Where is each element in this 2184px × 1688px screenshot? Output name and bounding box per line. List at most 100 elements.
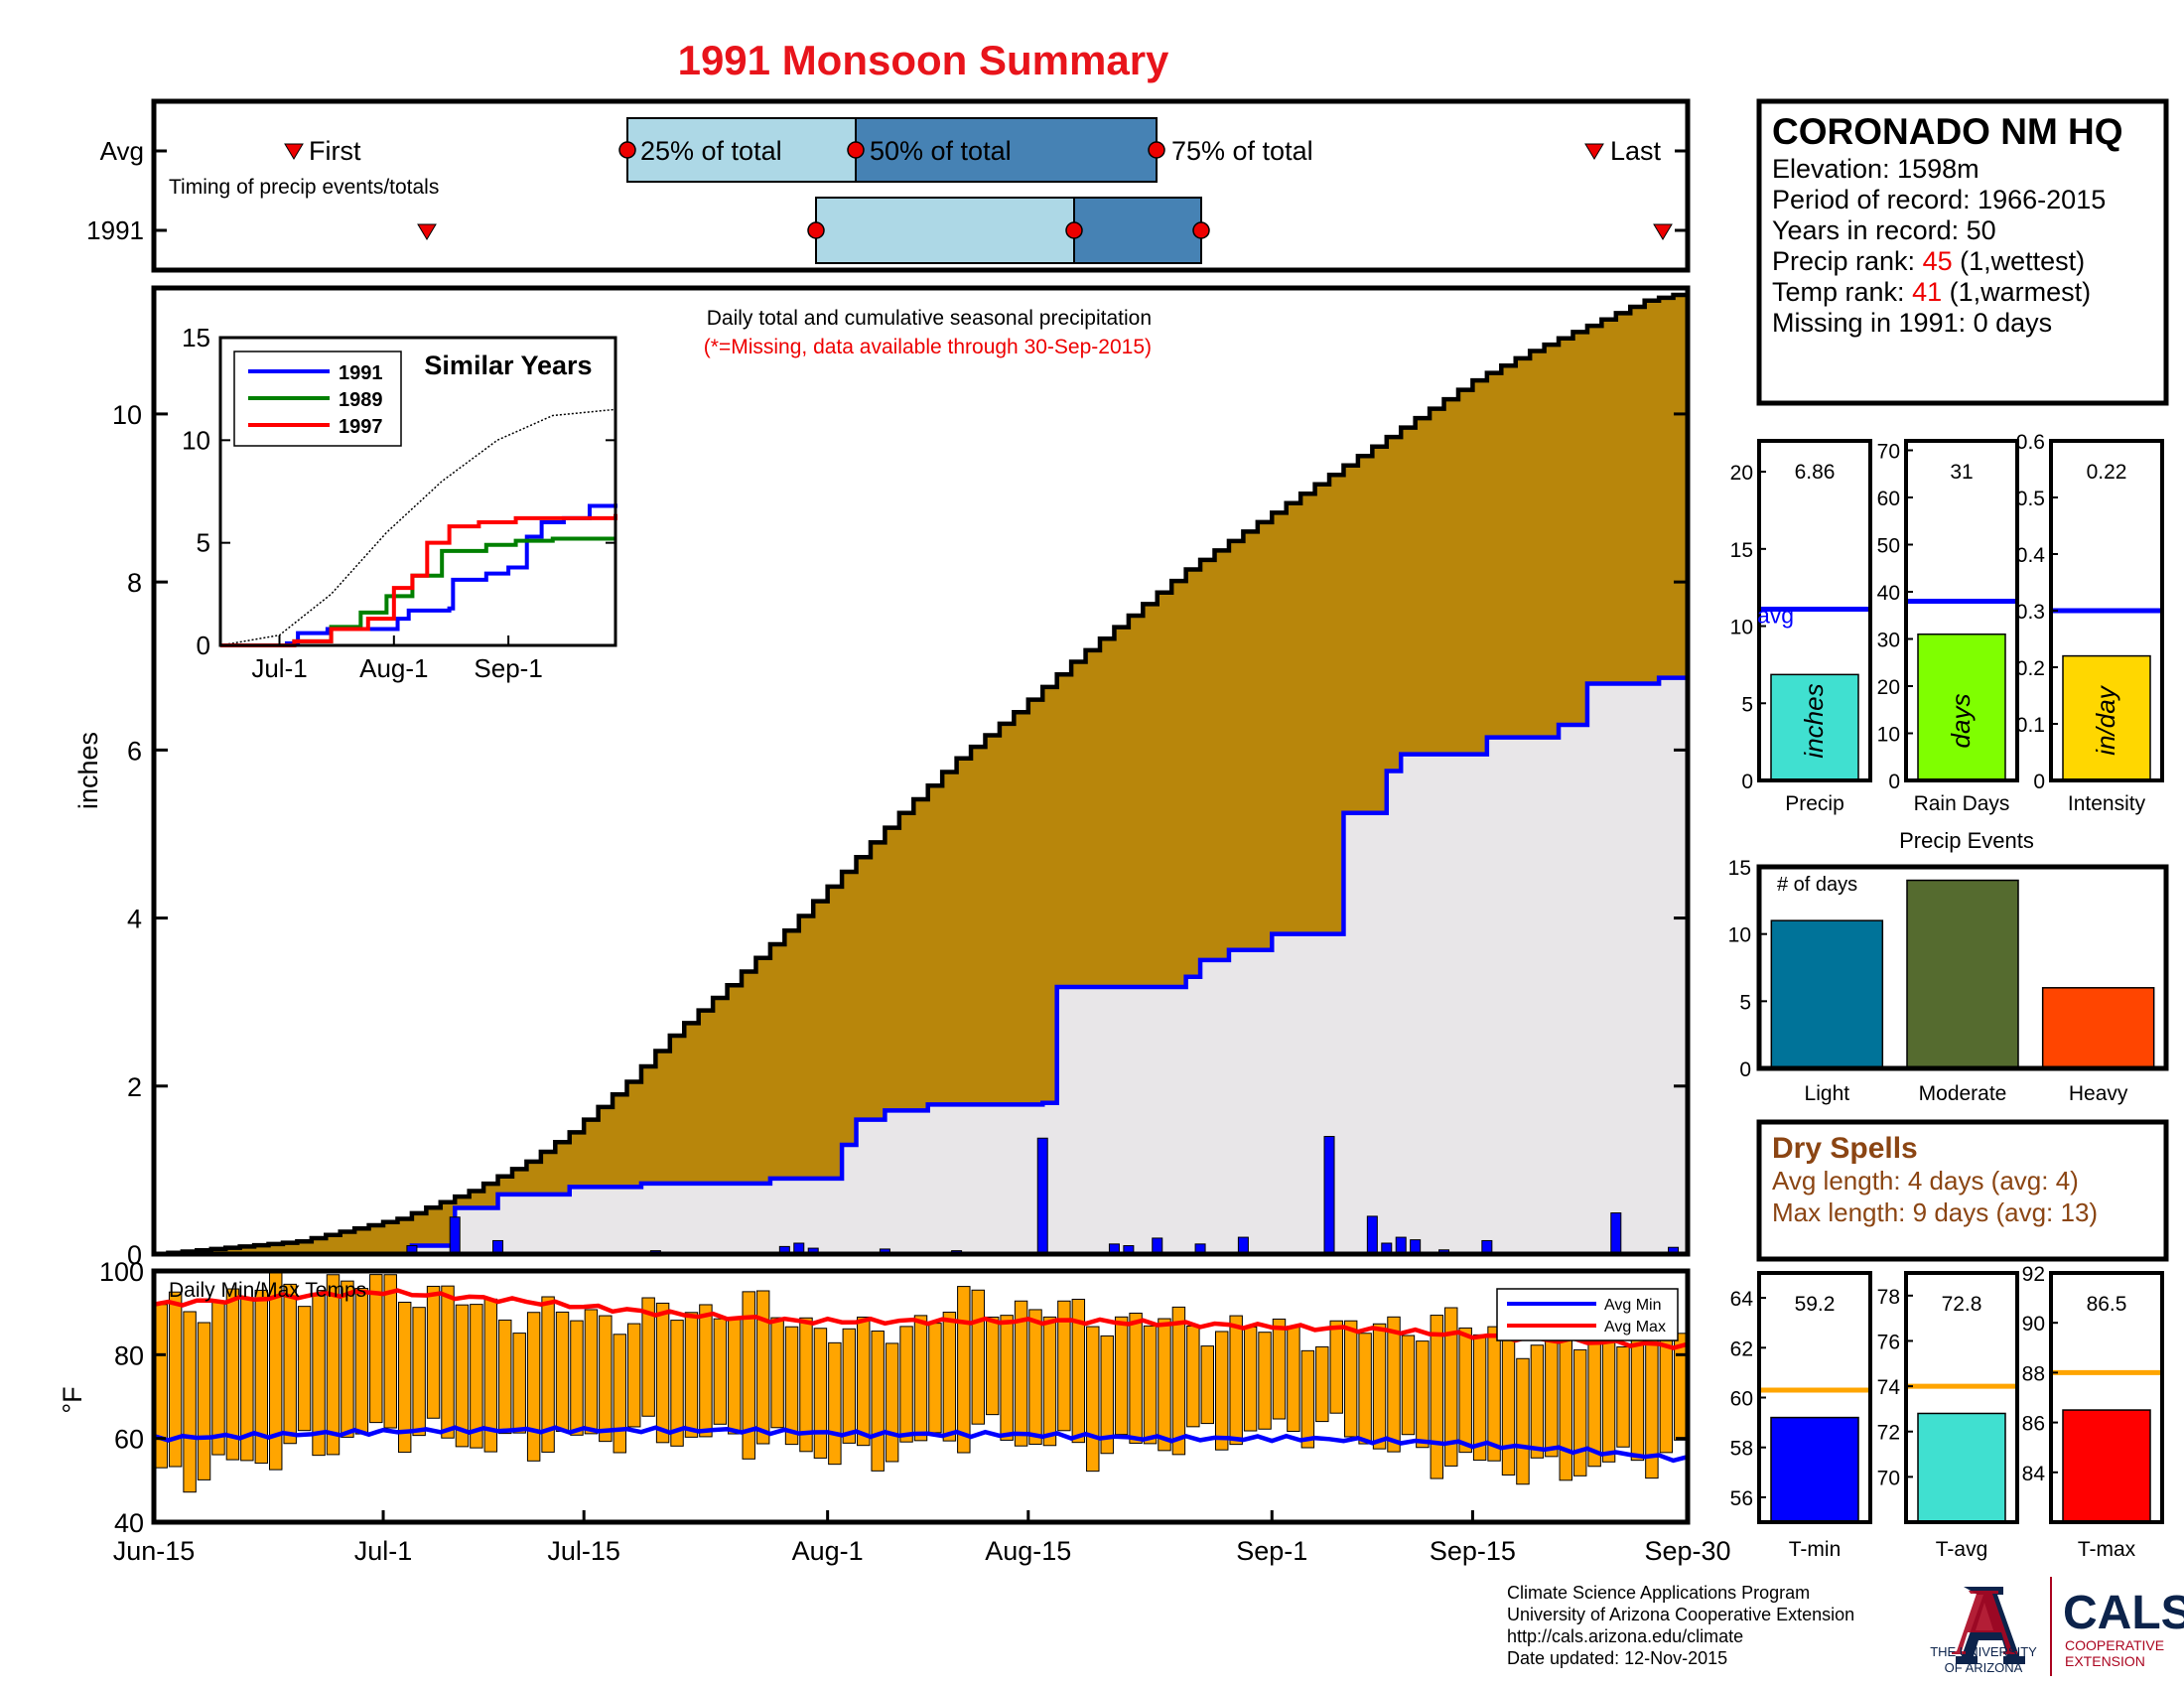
summary-y-tick-label: 78 <box>1877 1286 1900 1309</box>
daily-temp-bar <box>1430 1315 1444 1479</box>
daily-temp-bar <box>1129 1313 1143 1444</box>
events-ylabel: # of days <box>1777 874 1857 896</box>
daily-temp-bar <box>1171 1306 1186 1456</box>
avg-min-line <box>153 1425 1689 1464</box>
year-75-marker <box>1192 221 1210 239</box>
date-x-tick-label: Sep-15 <box>1430 1536 1516 1566</box>
daily-temp-bar <box>784 1326 799 1446</box>
daily-temp-bar <box>728 1318 742 1435</box>
inset-title: Similar Years <box>424 351 592 380</box>
daily-temp-bar <box>354 1288 369 1435</box>
university-of-arizona-logo: THE UNIVERSITY OF ARIZONA <box>1930 1587 2037 1675</box>
summary-y-tick-label: 40 <box>1877 582 1900 605</box>
daily-temp-bar <box>1071 1299 1086 1444</box>
summary-bar <box>1770 673 1859 781</box>
daily-temp-bar <box>397 1301 412 1454</box>
summary-bar <box>1917 633 2006 781</box>
avg-first-marker <box>284 143 304 160</box>
daily-precip-bar <box>1610 1212 1622 1255</box>
daily-precip-bar <box>1395 1236 1407 1255</box>
temp-legend-box <box>1496 1288 1679 1341</box>
summary-y-tick-label: 76 <box>1877 1331 1900 1353</box>
daily-temp-bar <box>168 1291 183 1468</box>
daily-temp-bar <box>1086 1326 1100 1473</box>
timing-caption: Timing of precip events/totals <box>169 176 439 199</box>
station-info-panel: CORONADO NM HQ Elevation: 1598m Period o… <box>1756 98 2169 406</box>
daily-temp-bar <box>899 1326 913 1443</box>
summary-y-tick-label: 62 <box>1730 1337 1753 1360</box>
daily-temp-bar <box>770 1317 784 1429</box>
daily-temp-bar <box>584 1309 599 1435</box>
cals-logo: CALS COOPERATIVE EXTENSION <box>2063 1587 2184 1669</box>
summary-y-tick-label: 92 <box>2022 1263 2045 1286</box>
daily-precip-bar <box>1237 1236 1249 1255</box>
daily-temp-bar <box>1000 1315 1014 1441</box>
daily-temp-bar <box>1616 1345 1630 1448</box>
summary-y-tick-label: 0.3 <box>2016 601 2045 624</box>
daily-temp-bar <box>1258 1332 1272 1430</box>
daily-temp-bar <box>1487 1326 1501 1462</box>
summary-panel-intensity: 0 0.1 0.2 0.3 0.4 0.5 0.6 0.22 in/day Intensity <box>2016 431 2164 815</box>
summary-y-tick-label: 90 <box>2022 1313 2045 1336</box>
events-y-axis: 0 5 10 15 <box>1728 857 1767 1081</box>
date-x-axis: Jun-15 Jul-1 Jul-15 Aug-1 Aug-15 Sep-1 Sep-15 S… <box>113 1510 1731 1566</box>
daily-temp-bar <box>684 1312 699 1438</box>
inset-y-tick-label: 5 <box>197 528 210 558</box>
temp-y-tick-label: 60 <box>114 1425 144 1455</box>
summary-y-tick-label: 0 <box>2033 771 2045 793</box>
daily-temp-bar <box>526 1312 541 1462</box>
daily-temp-bar <box>1358 1333 1372 1445</box>
avg-25-marker <box>618 141 636 159</box>
main-y-tick-label: 4 <box>127 905 142 934</box>
avg-max-line <box>153 1288 1689 1350</box>
main-y-tick-label: 10 <box>112 400 142 430</box>
ua-logo-text-2: OF ARIZONA <box>1945 1660 2023 1675</box>
temp-y-tick-label: 40 <box>114 1508 144 1538</box>
summary-y-tick-label: 58 <box>1730 1438 1753 1461</box>
summary-value: 6.86 <box>1795 461 1836 484</box>
summary-y-tick-label: 10 <box>1877 724 1900 747</box>
temp-frame <box>151 1268 1691 1525</box>
year-25-50-box <box>815 197 1075 264</box>
footer-line-3: http://cals.arizona.edu/climate <box>1507 1626 1743 1646</box>
main-frame <box>151 285 1691 1257</box>
last-label: Last <box>1610 136 1662 166</box>
timing-panel: Avg 1991 25% of total 50% of total 75% o… <box>86 98 1691 273</box>
cals-logo-sub-2: EXTENSION <box>2065 1653 2145 1669</box>
daily-temp-bar <box>971 1289 985 1425</box>
footer-line-2: University of Arizona Cooperative Extens… <box>1507 1605 1854 1624</box>
station-period: Period of record: 1966-2015 <box>1772 185 2106 214</box>
legend-label-1989: 1989 <box>339 389 383 411</box>
daily-temp-bar <box>799 1317 813 1453</box>
daily-temp-bar <box>913 1315 928 1442</box>
summary-y-tick-label: 50 <box>1877 535 1900 558</box>
similar-years-inset: 0 5 10 15 Jul-1 Aug-1 Sep-1 Similar Years 199… <box>182 323 617 683</box>
main-y-tick-label: 8 <box>127 568 142 598</box>
temp-y-label: °F <box>58 1386 87 1413</box>
inset-x-tick-label: Sep-1 <box>474 653 542 683</box>
daily-temp-bar <box>1229 1315 1243 1446</box>
daily-temp-bar <box>1587 1336 1601 1468</box>
missing-note: (*=Missing, data available through 30-Se… <box>704 336 1152 358</box>
daily-temp-bar <box>1200 1345 1215 1425</box>
daily-temp-bar <box>957 1286 971 1454</box>
daily-temp-bar <box>369 1274 383 1424</box>
summary-panel-rain-days: 0 10 20 30 40 50 60 70 31 days Rain Days <box>1877 439 2019 815</box>
daily-temp-bar <box>412 1307 426 1437</box>
legend-label-1997: 1997 <box>339 416 383 438</box>
summary-label: Intensity <box>2068 792 2146 815</box>
daily-temp-bar <box>1559 1336 1572 1481</box>
main-annotation: Daily total and cumulative seasonal prec… <box>707 307 1152 330</box>
summary-bar <box>1917 1412 2006 1523</box>
daily-temp-bar <box>1444 1307 1458 1467</box>
daily-temp-bar <box>1501 1338 1516 1476</box>
daily-temp-bar <box>1545 1327 1559 1458</box>
summary-unit: in/day <box>2091 684 2120 755</box>
daily-temp-bar <box>455 1304 470 1448</box>
main-y-axis: 0 2 4 6 8 10 <box>112 400 1688 1270</box>
events-bar-light <box>1770 919 1884 1069</box>
daily-temp-bar <box>699 1304 713 1438</box>
daily-temp-bar <box>1057 1300 1071 1432</box>
p75-label: 75% of total <box>1171 136 1313 166</box>
